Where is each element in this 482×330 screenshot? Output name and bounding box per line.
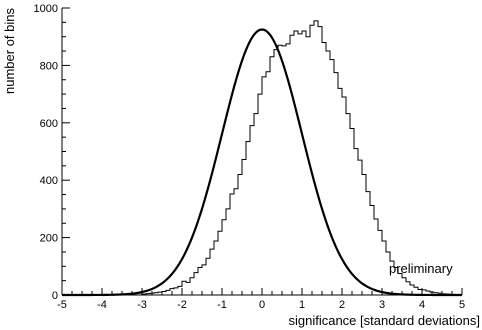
x-tick-label: 4	[419, 299, 425, 311]
x-tick-label: 1	[299, 299, 305, 311]
y-tick-label: 400	[40, 175, 58, 187]
x-axis-ticks: -5 -4 -3 -2 -1 0 1 2 3 4 5	[57, 288, 465, 311]
x-tick-label: 2	[339, 299, 345, 311]
y-tick-label: 200	[40, 233, 58, 245]
y-tick-label: 0	[52, 290, 58, 302]
x-tick-label: -3	[137, 299, 147, 311]
gaussian-fit-curve	[62, 28, 462, 297]
x-tick-label: -4	[97, 299, 107, 311]
x-tick-label: 0	[259, 299, 265, 311]
y-axis-ticks: 0 200 400 600 800 1000	[34, 3, 70, 302]
y-tick-label: 1000	[34, 3, 58, 15]
x-tick-label: 3	[379, 299, 385, 311]
histogram-steps	[62, 20, 462, 296]
x-axis-title: significance [standard deviations]	[288, 313, 480, 328]
x-tick-label: 5	[459, 299, 465, 311]
y-tick-label: 600	[40, 118, 58, 130]
plot-frame	[61, 8, 462, 296]
x-tick-label: -2	[177, 299, 187, 311]
x-tick-label: -5	[57, 299, 67, 311]
annotation-preliminary: preliminary	[389, 261, 453, 276]
y-tick-label: 800	[40, 60, 58, 72]
x-tick-label: -1	[217, 299, 227, 311]
y-axis-title: number of bins	[2, 8, 17, 94]
